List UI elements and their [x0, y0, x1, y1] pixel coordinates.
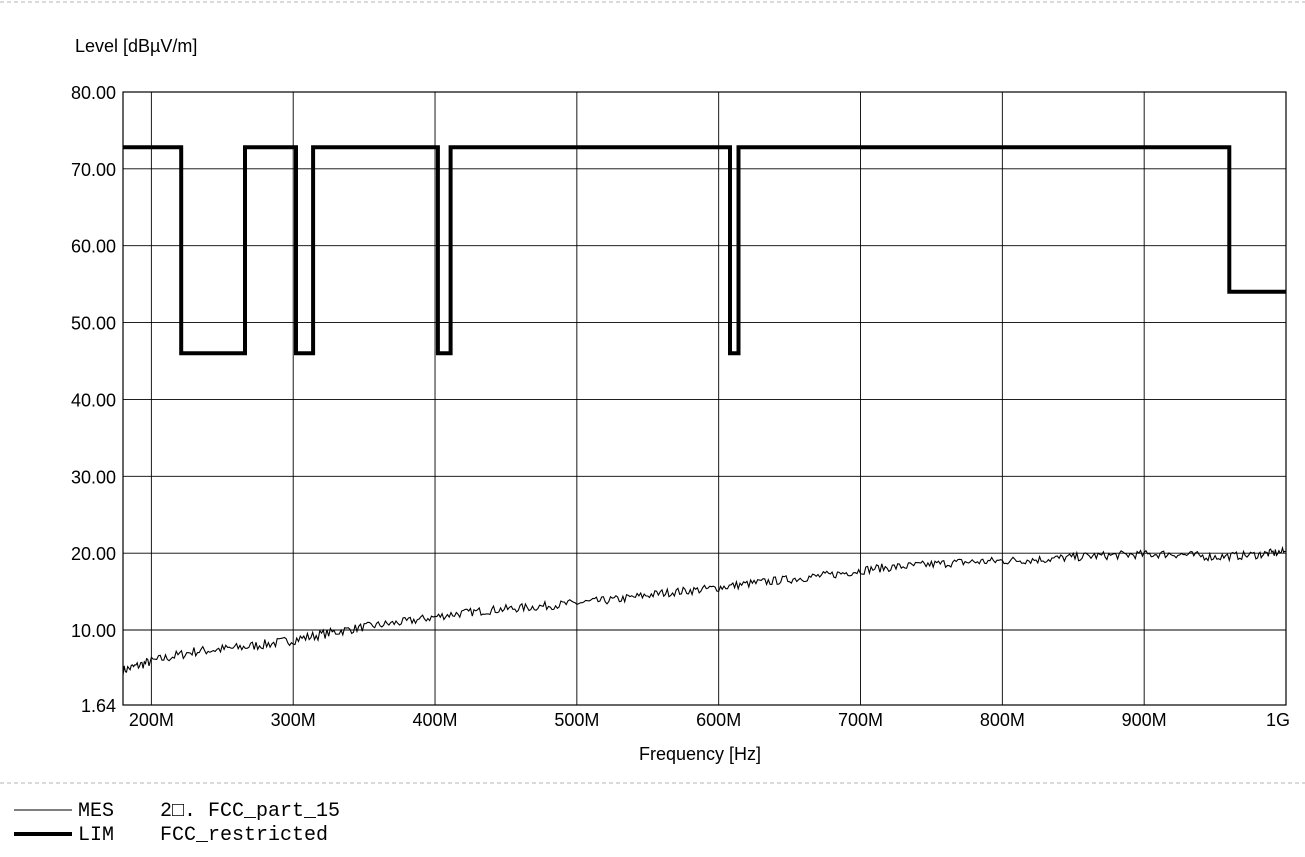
y-tick-label: 60.00 — [71, 237, 116, 257]
legend-key-lim: LIM — [78, 824, 114, 847]
y-tick-labels: 1.64 10.00 20.00 30.00 40.00 50.00 60.00 70.00 8… — [71, 83, 116, 716]
x-tick-label: 900M — [1122, 710, 1167, 730]
y-tick-label: 40.00 — [71, 390, 116, 410]
y-tick-label: 50.00 — [71, 314, 116, 334]
x-axis-label: Frequency [Hz] — [639, 744, 761, 764]
plot-frame — [122, 91, 1287, 706]
x-tick-label: 1G — [1266, 710, 1290, 730]
page-frame — [0, 1, 1305, 784]
legend: MES 2□. FCC_part_15 LIM FCC_restricted — [14, 800, 340, 847]
x-tick-label: 400M — [413, 710, 458, 730]
y-tick-label: 1.64 — [81, 696, 116, 716]
legend-text-lim: FCC_restricted — [160, 824, 328, 847]
series-layer — [122, 145, 1287, 676]
y-tick-label: 30.00 — [71, 467, 116, 487]
x-tick-label: 300M — [271, 710, 316, 730]
x-tick-label: 500M — [554, 710, 599, 730]
legend-text-mes: 2□. FCC_part_15 — [160, 800, 340, 823]
x-tick-labels: 200M 300M 400M 500M 600M 700M 800M 900M 1G — [129, 710, 1290, 730]
y-tick-label: 20.00 — [71, 544, 116, 564]
x-tick-label: 700M — [838, 710, 883, 730]
series-line-lim — [123, 145, 1286, 356]
x-tick-label: 600M — [696, 710, 741, 730]
y-tick-label: 10.00 — [71, 621, 116, 641]
series-line-mes — [122, 545, 1287, 676]
y-axis-label: Level [dBµV/m] — [75, 36, 197, 56]
y-tick-label: 80.00 — [71, 83, 116, 103]
legend-item-mes: MES 2□. FCC_part_15 — [14, 800, 340, 823]
legend-key-mes: MES — [78, 800, 114, 823]
y-tick-label: 70.00 — [71, 160, 116, 180]
x-tick-label: 200M — [129, 710, 174, 730]
grid — [123, 92, 1286, 705]
x-tick-label: 800M — [980, 710, 1025, 730]
legend-item-lim: LIM FCC_restricted — [14, 824, 328, 847]
